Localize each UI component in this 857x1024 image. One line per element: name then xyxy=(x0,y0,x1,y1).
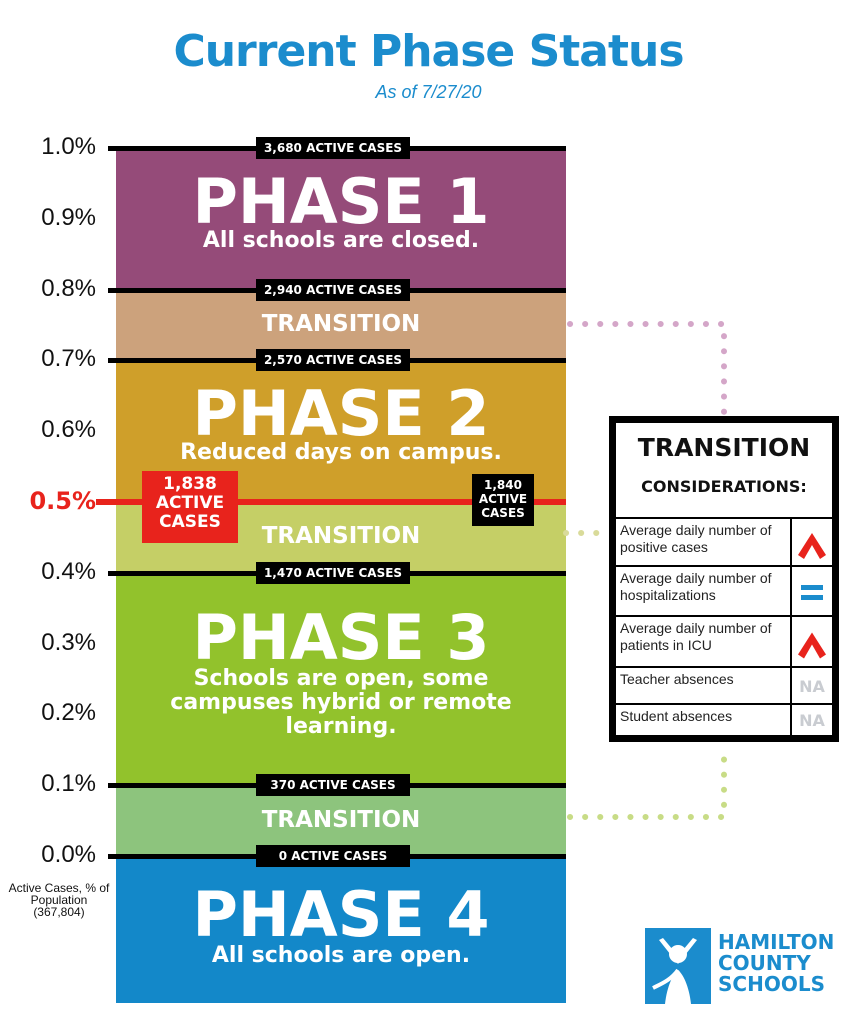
consideration-status xyxy=(790,567,832,617)
consideration-label: Teacher absences xyxy=(620,671,734,687)
marker-right-box: 1,840 ACTIVE CASES xyxy=(472,474,534,526)
hamilton-county-schools-logo-icon xyxy=(645,928,711,1004)
connector-top xyxy=(567,321,727,417)
consideration-status xyxy=(790,519,832,567)
phase-description: Reduced days on campus. xyxy=(180,440,502,466)
transition-label: TRANSITION xyxy=(261,310,421,337)
consideration-label: Student absences xyxy=(620,708,733,724)
current-cases-line: CASES xyxy=(159,512,221,532)
transition-label: TRANSITION xyxy=(261,523,421,550)
consideration-row: Average daily number of positive cases xyxy=(616,517,832,567)
phase-description: Schools are open, some campuses hybrid o… xyxy=(170,665,512,739)
phase-title: PHASE 3 xyxy=(192,600,490,674)
phase-title: PHASE 1 xyxy=(192,164,490,238)
consideration-status xyxy=(790,617,832,668)
y-tick-label: 0.4% xyxy=(41,557,96,585)
logo-line-1: HAMILTON xyxy=(718,930,835,954)
y-tick-label: 0.5% xyxy=(29,487,96,515)
connector-bottom xyxy=(567,743,727,820)
transition-label: TRANSITION xyxy=(261,806,421,833)
phase-title: PHASE 4 xyxy=(192,878,490,951)
current-level-line xyxy=(96,499,566,505)
logo-line-3: SCHOOLS xyxy=(718,972,825,996)
y-tick-label: 0.2% xyxy=(41,699,96,727)
consideration-row: Teacher absences NA xyxy=(616,666,832,705)
band-transition: TRANSITION xyxy=(116,289,566,361)
active-cases-box: 0 ACTIVE CASES xyxy=(256,845,410,867)
considerations-panel: TRANSITION CONSIDERATIONS: Average daily… xyxy=(609,416,839,742)
active-cases-box: 370 ACTIVE CASES xyxy=(256,774,410,797)
status-text: NA xyxy=(799,676,825,696)
active-cases-box: 2,940 ACTIVE CASES xyxy=(256,278,410,301)
consideration-label: Average daily number of positive cases xyxy=(620,522,772,555)
band-transition: TRANSITION xyxy=(116,785,566,856)
active-cases-box: 3,680 ACTIVE CASES xyxy=(256,137,410,159)
y-axis-label: Active Cases, % of Population (367,804) xyxy=(8,881,110,919)
y-tick-label: 0.3% xyxy=(41,628,96,656)
considerations-panel-inner: TRANSITION CONSIDERATIONS: Average daily… xyxy=(616,423,832,737)
phase-description: All schools are closed. xyxy=(202,227,480,253)
y-tick-label: 0.7% xyxy=(41,345,96,373)
current-cases-box: 1,838 ACTIVE CASES xyxy=(142,471,238,543)
status-text: NA xyxy=(799,711,825,730)
band-phase-3: PHASE 3 Schools are open, some campuses h… xyxy=(116,572,566,786)
marker-right-line: 1,840 xyxy=(484,478,522,492)
marker-right-line: CASES xyxy=(481,506,525,520)
marker-right-line: ACTIVE xyxy=(478,492,528,506)
y-tick-label: 0.9% xyxy=(41,203,96,231)
y-tick-label: 0.8% xyxy=(41,274,96,302)
consideration-label: Average daily number of patients in ICU xyxy=(620,620,772,653)
y-tick-label: 0.1% xyxy=(41,770,96,798)
up-arrow-icon xyxy=(798,533,826,559)
band-phase-1: PHASE 1 All schools are closed. xyxy=(116,148,566,290)
current-cases-line: 1,838 xyxy=(163,474,217,494)
current-cases-line: ACTIVE xyxy=(155,493,225,513)
consideration-row: Average daily number of patients in ICU xyxy=(616,615,832,668)
consideration-row: Average daily number of hospitalizations xyxy=(616,565,832,617)
considerations-subtitle: CONSIDERATIONS: xyxy=(641,477,807,496)
considerations-title: TRANSITION xyxy=(637,433,811,462)
equals-icon xyxy=(801,585,823,600)
logo-line-2: COUNTY xyxy=(718,951,811,975)
chart-title: Current Phase Status xyxy=(173,26,684,77)
band-phase-4: PHASE 4 All schools are open. xyxy=(116,856,566,1003)
consideration-row: Student absences NA xyxy=(616,703,832,737)
consideration-label: Average daily number of hospitalizations xyxy=(620,570,772,603)
active-cases-box: 1,470 ACTIVE CASES xyxy=(256,561,410,584)
logo-text: HAMILTON COUNTY SCHOOLS xyxy=(718,932,834,995)
chart-subtitle: As of 7/27/20 xyxy=(375,82,482,102)
phase-description: All schools are open. xyxy=(211,943,471,968)
y-tick-label: 0.6% xyxy=(41,416,96,444)
y-tick-label: 0.0% xyxy=(41,841,96,868)
phase-title: PHASE 2 xyxy=(192,377,490,451)
active-cases-box: 2,570 ACTIVE CASES xyxy=(256,349,410,372)
up-arrow-icon xyxy=(798,632,826,659)
consideration-status: NA xyxy=(790,705,832,737)
consideration-status: NA xyxy=(790,668,832,705)
y-tick-label: 1.0% xyxy=(41,133,96,160)
